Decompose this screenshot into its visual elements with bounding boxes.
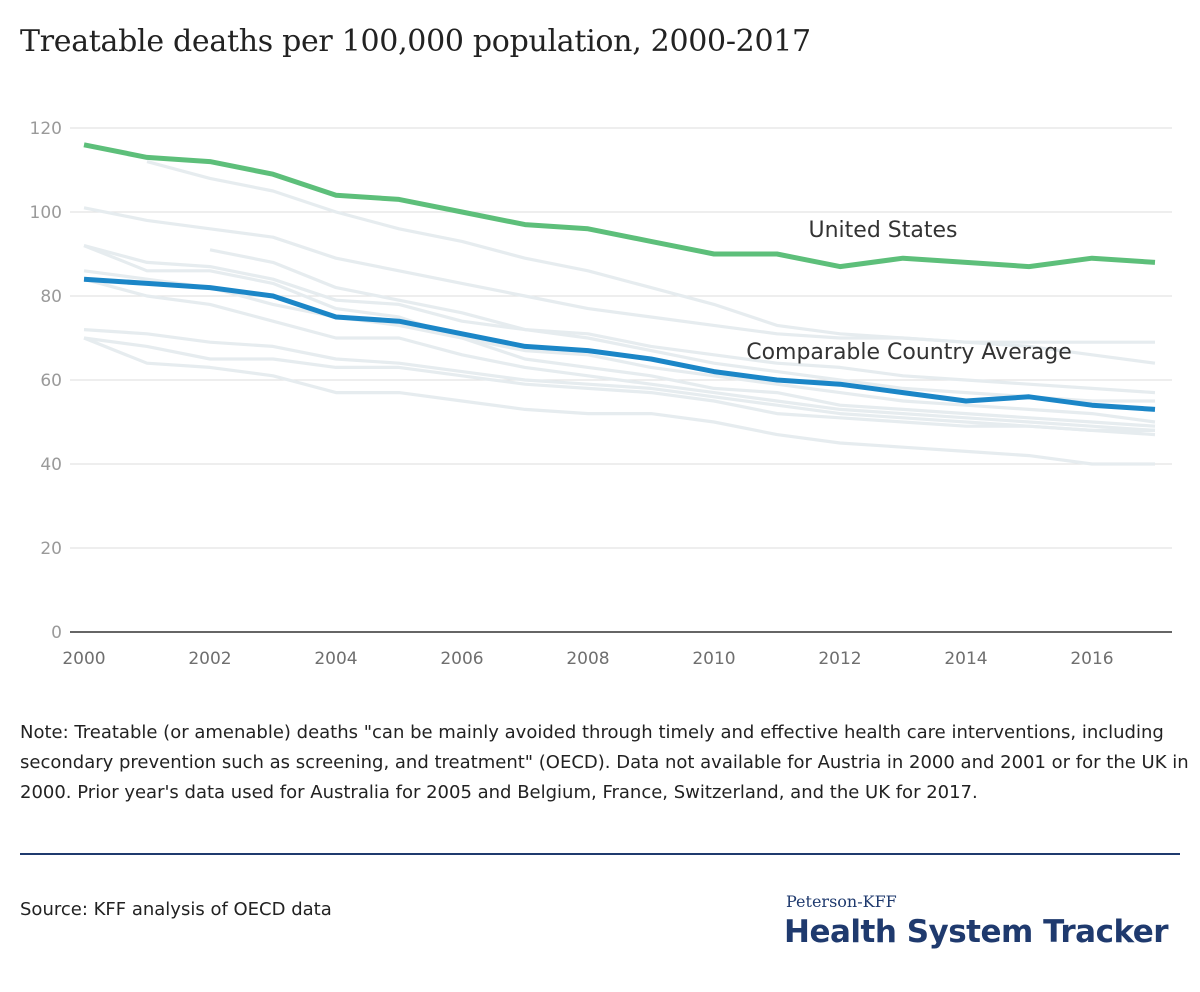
country-line-5	[83, 244, 1155, 403]
country-line-6	[83, 269, 1156, 424]
y-tick-label: 0	[51, 623, 62, 643]
gridlines	[70, 127, 1172, 633]
country-line-10	[83, 336, 1155, 432]
highlight-lines	[83, 142, 1156, 412]
divider	[20, 853, 1180, 855]
y-tick-label: 100	[30, 203, 62, 223]
line-chart: 0 20 40 60 80 100 120 2000 2002 2004 2006 2008 2010…	[30, 119, 1172, 669]
series-line-comparable-country-average	[83, 276, 1156, 412]
x-tick-label: 2014	[944, 649, 987, 669]
source-text: Source: KFF analysis of OECD data	[20, 899, 332, 920]
country-lines	[83, 160, 1156, 466]
series-labels: United States Comparable Country Average	[746, 218, 1072, 365]
country-line-2	[146, 160, 1156, 365]
country-line-3	[83, 206, 1155, 344]
y-tick-label: 120	[30, 119, 62, 139]
x-tick-label: 2016	[1070, 649, 1113, 669]
y-tick-label: 20	[40, 539, 62, 559]
y-axis-ticks: 0 20 40 60 80 100 120	[30, 119, 62, 643]
y-tick-label: 40	[40, 455, 62, 475]
x-tick-label: 2000	[62, 649, 105, 669]
country-line-9	[83, 328, 1156, 437]
y-tick-label: 80	[40, 287, 62, 307]
country-line-4	[209, 248, 1156, 395]
x-tick-label: 2002	[188, 649, 231, 669]
x-tick-label: 2010	[692, 649, 735, 669]
x-tick-label: 2006	[440, 649, 483, 669]
y-tick-label: 60	[40, 371, 62, 391]
chart-title: Treatable deaths per 100,000 population,…	[20, 24, 811, 59]
series-line-united-states	[83, 142, 1156, 270]
brand-subtitle: Peterson-KFF	[786, 892, 897, 911]
country-line-11	[83, 336, 1155, 466]
x-tick-label: 2012	[818, 649, 861, 669]
label-comparable-country-average: Comparable Country Average	[746, 340, 1072, 365]
label-united-states: United States	[809, 218, 958, 243]
x-tick-label: 2008	[566, 649, 609, 669]
brand-logo-text: Health System Tracker	[784, 914, 1169, 950]
x-tick-label: 2004	[314, 649, 357, 669]
x-axis-ticks: 2000 2002 2004 2006 2008 2010 2012 2014 2016	[62, 649, 1113, 669]
country-line-8	[83, 277, 1156, 432]
country-line-7	[83, 244, 1156, 428]
chart-note: Note: Treatable (or amenable) deaths "ca…	[20, 722, 1189, 803]
